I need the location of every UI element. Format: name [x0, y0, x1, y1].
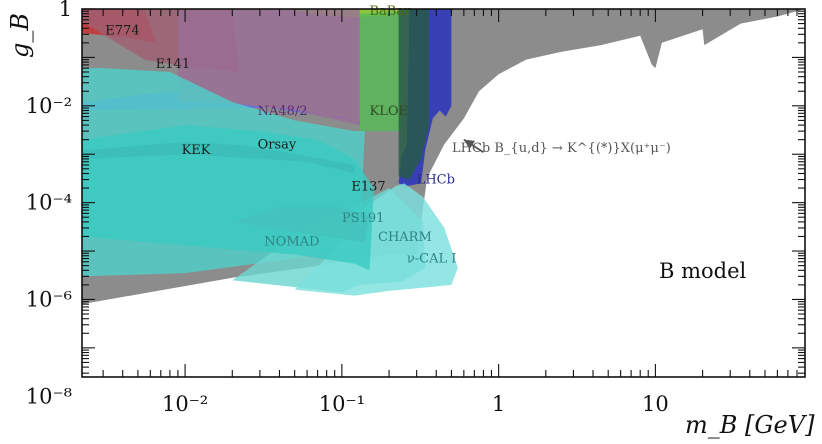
x-tick-label: 1 [492, 392, 505, 416]
region-label-ps191: PS191 [342, 211, 384, 226]
y-tick-label: 10⁻² [26, 94, 72, 118]
model-label: B model [659, 259, 747, 283]
region-label-e137: E137 [351, 179, 385, 194]
region-label-kek: KEK [182, 143, 211, 158]
y-tick-label: 10⁻⁴ [26, 191, 72, 215]
exclusion-regions [82, 9, 805, 305]
y-tick-label: 1 [59, 0, 72, 21]
region-nu-cal-i [294, 183, 458, 296]
region-label-kloe: KLOE [370, 104, 409, 119]
annotation-text: LHCb B_{u,d} → K^{(*)}X(μ⁺μ⁻) [452, 141, 671, 156]
y-tick-label: 10⁻⁸ [26, 384, 72, 408]
region-na48-2-exclusion [177, 9, 360, 126]
region-label-nomad: NOMAD [264, 235, 319, 250]
region-label-babar: BaBar [370, 4, 412, 19]
region-e137 [82, 125, 374, 271]
y-tick-label: 10⁻⁶ [26, 287, 72, 311]
x-tick-label: 10 [642, 392, 669, 416]
region-label-e141: E141 [156, 57, 190, 72]
region-label-lhcb: LHCb [417, 172, 455, 187]
region-label-charm: CHARM [378, 230, 432, 245]
tick-labels: 10⁻² 10⁻¹ 1 10 1 10⁻² 10⁻⁴ 10⁻⁶ 10⁻⁸ [26, 0, 669, 416]
annotation-arrowhead [463, 139, 475, 150]
axis-ticks [82, 8, 806, 377]
region-orsay [82, 141, 355, 174]
x-axis-title: m_B [GeV] [685, 411, 815, 439]
region-kloe [359, 11, 402, 132]
region-lhcb-dark [398, 9, 430, 180]
x-tick-label: 10⁻² [162, 392, 208, 416]
region-label-orsay: Orsay [258, 138, 297, 153]
region-label-cal-i: ν-CAL I [407, 252, 457, 267]
region-label-e774: E774 [105, 23, 139, 38]
plot-frame [81, 8, 806, 378]
x-tick-label: 10⁻¹ [319, 392, 365, 416]
region-labels: E774 E141 BaBar NA48/2 KLOE KEK Orsay E137 LHCb P… [105, 4, 456, 267]
region-label-na48-2: NA48/2 [258, 104, 308, 119]
region-ps191 [232, 207, 370, 243]
y-axis-title: g_B [6, 13, 34, 58]
